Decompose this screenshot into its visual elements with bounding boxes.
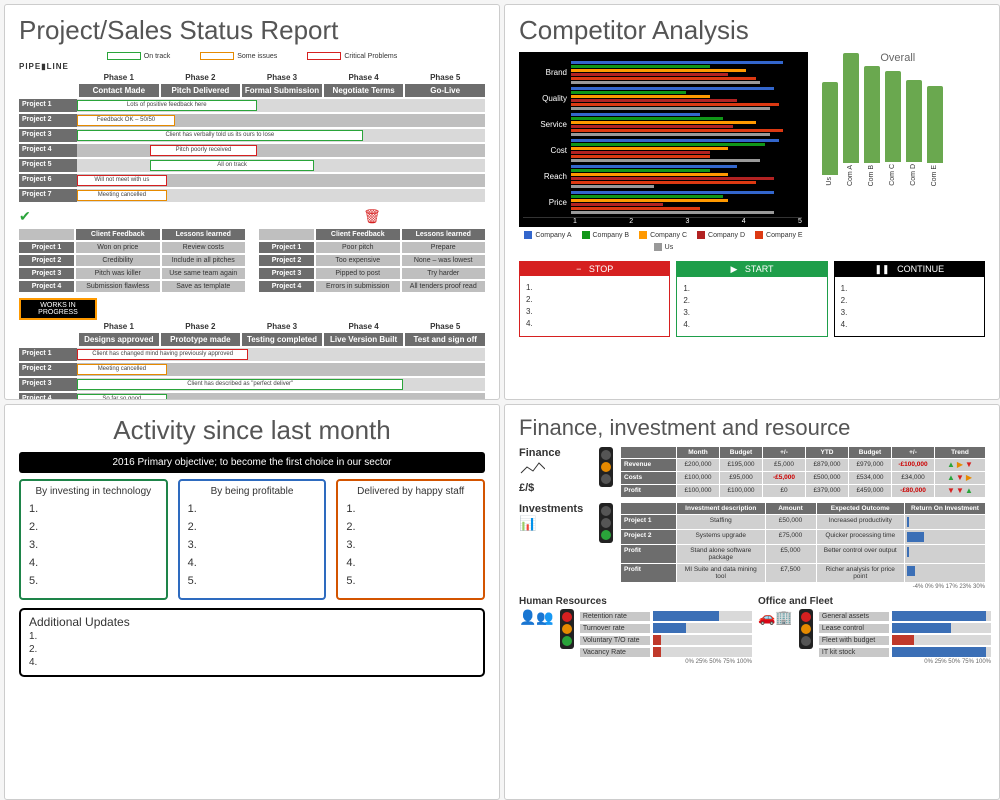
- legend-item: Company C: [639, 231, 687, 239]
- stop-start-continue: − STOP 1.2.3.4. ▶ START 1.2.3.4. ❚❚ CONT…: [519, 261, 985, 337]
- lost-icon: 🗑: [259, 208, 485, 225]
- traffic-light-icon: [799, 609, 813, 649]
- invest-label: Investments: [519, 503, 591, 515]
- comp-row: Quality: [523, 87, 802, 110]
- gantt-row: Project 5All on track: [19, 159, 485, 172]
- gantt-row: Project 4Pitch poorly received: [19, 144, 485, 157]
- title: Activity since last month: [19, 415, 485, 446]
- phase-headers-b: Phase 1Phase 2Phase 3Phase 4Phase 5Desig…: [19, 322, 485, 346]
- bar-icon: 📊: [519, 515, 536, 531]
- activity-column: By investing in technology 1.2.3.4.5.: [19, 479, 168, 600]
- ssc-icon: −: [576, 264, 581, 274]
- slide-competitor: Competitor Analysis Brand Quality Service C…: [504, 4, 1000, 400]
- title: Competitor Analysis: [519, 15, 985, 46]
- metric-row: Turnover rate: [580, 623, 752, 633]
- gantt-row: Project 6Will not meet with us: [19, 174, 485, 187]
- pipeline-icon: PIPE▮LINE: [19, 62, 69, 71]
- investments-section: Investments 📊 Investment descriptionAmou…: [519, 503, 985, 590]
- more-title: Additional Updates: [29, 615, 475, 629]
- investments-table: Investment descriptionAmountExpected Out…: [621, 503, 985, 582]
- legend-item: Us: [654, 243, 674, 251]
- legend-item: Critical Problems: [307, 52, 397, 60]
- comp-row: Reach: [523, 165, 802, 188]
- legend-item: Company D: [697, 231, 745, 239]
- legend-item: Company A: [524, 231, 571, 239]
- office-label: Office and Fleet: [758, 596, 991, 607]
- comp-row: Brand: [523, 61, 802, 84]
- metric-row: Voluntary T/O rate: [580, 635, 752, 645]
- ssc-icon: ❚❚: [875, 264, 890, 274]
- hr-section: Human Resources 👤👥 Retention rate Turnove…: [519, 596, 752, 665]
- lessons-signed-table: Client FeedbackLessons learnedProject 1W…: [19, 229, 245, 292]
- gantt-row: Project 2Meeting cancelled: [19, 363, 485, 376]
- slide-activity: Activity since last month 2016 Primary o…: [4, 404, 500, 800]
- activity-columns: By investing in technology 1.2.3.4.5. By…: [19, 479, 485, 600]
- traffic-light-icon: [599, 503, 613, 543]
- overall-title: Overall: [814, 52, 982, 64]
- metric-row: Fleet with budget: [819, 635, 991, 645]
- gantt-row: Project 1Lots of positive feedback here: [19, 99, 485, 112]
- comp-row: Cost: [523, 139, 802, 162]
- slide-project-sales: Project/Sales Status Report On track Some…: [4, 4, 500, 400]
- wip-gantt: Project 1Client has changed mind having …: [19, 348, 485, 400]
- ssc-box: ❚❚ CONTINUE 1.2.3.4.: [834, 261, 985, 337]
- gantt-row: Project 1Client has changed mind having …: [19, 348, 485, 361]
- office-section: Office and Fleet 🚗🏢 General assets Lease …: [758, 596, 991, 665]
- lessons-lost-table: Client FeedbackLessons learnedProject 1P…: [259, 229, 485, 292]
- gantt-row: Project 4So far so good: [19, 393, 485, 400]
- people-icon: 👤👥: [519, 609, 554, 659]
- overall-bar: Us: [822, 82, 838, 186]
- title: Finance, investment and resource: [519, 415, 985, 441]
- legend-item: Some issues: [200, 52, 277, 60]
- overall-bar: Com E: [927, 86, 943, 186]
- ssc-box: ▶ START 1.2.3.4.: [676, 261, 827, 337]
- competitor-bar-chart: BrandQualityServiceCostReachPrice12345: [519, 52, 808, 227]
- additional-updates: Additional Updates 1.2.4.: [19, 608, 485, 677]
- metric-row: Lease control: [819, 623, 991, 633]
- gantt-row: Project 7Meeting cancelled: [19, 189, 485, 202]
- competitor-legend: Company A Company B Company C Company D Comp…: [519, 231, 808, 251]
- phase-headers: Phase 1Phase 2Phase 3Phase 4Phase 5Conta…: [19, 73, 485, 97]
- overall-bar: Com D: [906, 80, 922, 186]
- legend-item: On track: [107, 52, 170, 60]
- finance-label: Finance: [519, 447, 591, 459]
- title: Project/Sales Status Report: [19, 15, 485, 46]
- overall-bar: Com A: [843, 53, 859, 186]
- overall-bar-chart: UsCom ACom BCom CCom DCom E: [814, 64, 982, 194]
- overall-bar: Com C: [885, 71, 901, 186]
- finance-table: MonthBudget+/-YTDBudget+/-TrendRevenue£2…: [621, 447, 985, 497]
- activity-column: Delivered by happy staff 1.2.3.4.5.: [336, 479, 485, 600]
- ssc-icon: ▶: [730, 264, 737, 274]
- objective-banner: 2016 Primary objective; to become the fi…: [19, 452, 485, 473]
- metric-row: IT kit stock: [819, 647, 991, 657]
- traffic-light-icon: [560, 609, 574, 649]
- metric-row: Vacancy Rate: [580, 647, 752, 657]
- status-legend: On track Some issues Critical Problems: [19, 52, 485, 60]
- legend-item: Company B: [582, 231, 630, 239]
- pipeline-gantt: Project 1Lots of positive feedback here P…: [19, 99, 485, 202]
- gantt-row: Project 2Feedback OK – 50/50: [19, 114, 485, 127]
- wip-label: WORKS IN PROGRESS: [19, 298, 97, 320]
- legend-item: Company E: [755, 231, 803, 239]
- overall-bar: Com B: [864, 66, 880, 186]
- metric-row: Retention rate: [580, 611, 752, 621]
- slide-finance: Finance, investment and resource Finance…: [504, 404, 1000, 800]
- ssc-box: − STOP 1.2.3.4.: [519, 261, 670, 337]
- fleet-icon: 🚗🏢: [758, 609, 793, 659]
- gantt-row: Project 3Client has verbally told us its…: [19, 129, 485, 142]
- comp-row: Price: [523, 191, 802, 214]
- hr-label: Human Resources: [519, 596, 752, 607]
- finance-section: Finance £/$ MonthBudget+/-YTDBudget+/-Tr…: [519, 447, 985, 497]
- traffic-light-icon: [599, 447, 613, 487]
- comp-row: Service: [523, 113, 802, 136]
- activity-column: By being profitable 1.2.3.4.5.: [178, 479, 327, 600]
- signed-icon: ✔: [19, 208, 245, 225]
- spark-icon: [519, 459, 545, 479]
- gantt-row: Project 3Client has described as "perfec…: [19, 378, 485, 391]
- metric-row: General assets: [819, 611, 991, 621]
